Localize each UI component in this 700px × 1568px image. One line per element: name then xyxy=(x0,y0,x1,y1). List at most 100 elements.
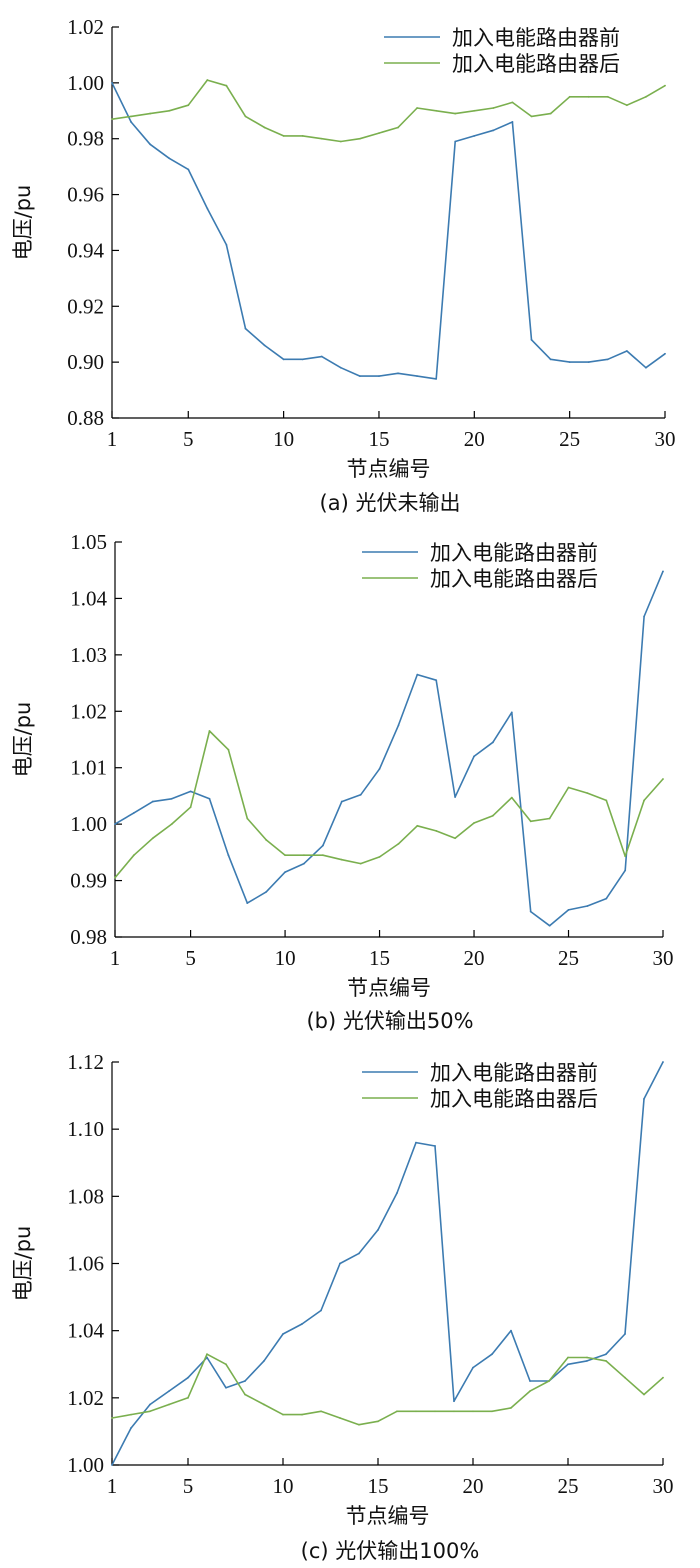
data-point-after xyxy=(359,862,362,865)
data-point-after xyxy=(244,1393,246,1396)
data-point-after xyxy=(132,854,135,857)
data-point-after xyxy=(662,778,664,780)
chart-caption: (a) 光伏未输出 xyxy=(320,491,461,515)
data-point-after xyxy=(263,1403,265,1406)
data-point-after xyxy=(208,730,211,732)
data-point-before xyxy=(244,327,247,330)
data-point-before xyxy=(472,1366,474,1369)
data-point-after xyxy=(111,1417,113,1419)
data-point-before xyxy=(473,135,476,137)
data-point-before xyxy=(263,344,266,347)
data-point-before xyxy=(359,793,362,796)
data-point-after xyxy=(114,876,116,879)
y-tick-label: 1.04 xyxy=(70,586,107,610)
chart-caption: (b) 光伏输出50% xyxy=(306,1009,473,1033)
data-point-before xyxy=(187,168,190,171)
data-point-after xyxy=(378,855,381,858)
y-tick-label: 1.00 xyxy=(70,812,107,836)
data-point-before xyxy=(510,1329,512,1332)
data-point-after xyxy=(377,1420,379,1423)
y-tick-label: 0.88 xyxy=(67,406,104,430)
x-axis-title: 节点编号 xyxy=(346,1504,430,1528)
data-point-before xyxy=(643,615,646,618)
data-point-before xyxy=(187,1376,189,1379)
data-point-before xyxy=(435,679,438,682)
data-point-before xyxy=(340,800,343,803)
data-point-after xyxy=(491,1410,493,1413)
data-point-before xyxy=(151,800,154,803)
data-point-before xyxy=(416,673,419,676)
data-point-after xyxy=(416,107,419,109)
data-point-after xyxy=(378,132,380,135)
y-tick-label: 1.01 xyxy=(70,756,107,780)
y-tick-label: 1.06 xyxy=(67,1252,104,1276)
data-point-after xyxy=(587,95,590,98)
x-tick-label: 20 xyxy=(464,946,485,970)
data-point-before xyxy=(453,1400,455,1403)
data-point-before xyxy=(320,355,323,358)
data-point-before xyxy=(244,1380,246,1382)
data-point-before xyxy=(586,1359,588,1362)
data-point-before xyxy=(567,909,570,911)
data-point-after xyxy=(435,830,438,832)
data-point-before xyxy=(567,1363,569,1366)
data-point-before xyxy=(206,207,209,210)
data-point-before xyxy=(645,366,647,369)
data-point-before xyxy=(586,905,589,907)
data-point-after xyxy=(662,1376,664,1379)
data-point-before xyxy=(473,755,475,758)
x-tick-label: 20 xyxy=(463,1474,484,1498)
data-point-before xyxy=(605,1353,607,1356)
data-point-after xyxy=(473,109,476,112)
series-line-after xyxy=(111,79,666,143)
y-tick-label: 0.94 xyxy=(67,238,104,262)
series-line-before xyxy=(111,82,666,380)
y-axis-title: 电压/pu xyxy=(11,1226,35,1302)
y-axis-title: 电压/pu xyxy=(11,185,35,261)
chart-panel-0: 0.880.900.920.940.960.981.001.021 5 10 15 20… xyxy=(11,15,676,515)
data-point-before xyxy=(643,1098,645,1100)
x-tick-label: 1 xyxy=(107,1474,118,1498)
data-point-before xyxy=(415,1141,417,1144)
data-point-before xyxy=(301,1323,303,1325)
data-point-after xyxy=(151,837,154,840)
legend-label: 加入电能路由器后 xyxy=(430,567,598,591)
data-point-before xyxy=(397,724,400,727)
data-point-before xyxy=(377,1229,379,1231)
data-point-after xyxy=(225,1363,227,1366)
x-tick-label: 5 xyxy=(183,1474,194,1498)
data-point-after xyxy=(510,1407,512,1409)
y-tick-label: 0.98 xyxy=(67,127,104,151)
data-point-after xyxy=(320,1410,322,1413)
y-tick-label: 1.04 xyxy=(67,1319,104,1343)
data-point-after xyxy=(492,107,495,109)
y-tick-label: 0.90 xyxy=(67,350,104,374)
data-point-before xyxy=(130,1427,132,1429)
y-tick-label: 0.99 xyxy=(70,869,107,893)
data-point-before xyxy=(246,902,249,905)
data-point-after xyxy=(170,823,173,826)
data-point-after xyxy=(168,1403,170,1406)
x-tick-label: 15 xyxy=(368,427,389,451)
x-tick-label: 30 xyxy=(655,427,676,451)
data-point-after xyxy=(605,799,608,802)
y-tick-label: 1.12 xyxy=(67,1050,104,1074)
data-point-before xyxy=(265,890,268,893)
data-point-before xyxy=(454,796,457,798)
y-tick-label: 1.00 xyxy=(67,71,104,95)
data-point-before xyxy=(111,1464,113,1466)
data-point-after xyxy=(434,1410,436,1413)
y-tick-label: 1.00 xyxy=(67,1453,104,1477)
x-tick-label: 30 xyxy=(653,1474,674,1498)
x-tick-label: 25 xyxy=(558,1474,579,1498)
data-point-after xyxy=(473,822,475,824)
data-point-before xyxy=(303,862,305,865)
data-point-before xyxy=(397,372,399,375)
data-point-after xyxy=(415,1410,417,1413)
x-tick-label: 15 xyxy=(369,946,390,970)
data-point-after xyxy=(149,1410,151,1413)
data-point-before xyxy=(568,361,571,364)
data-point-after xyxy=(625,104,628,107)
